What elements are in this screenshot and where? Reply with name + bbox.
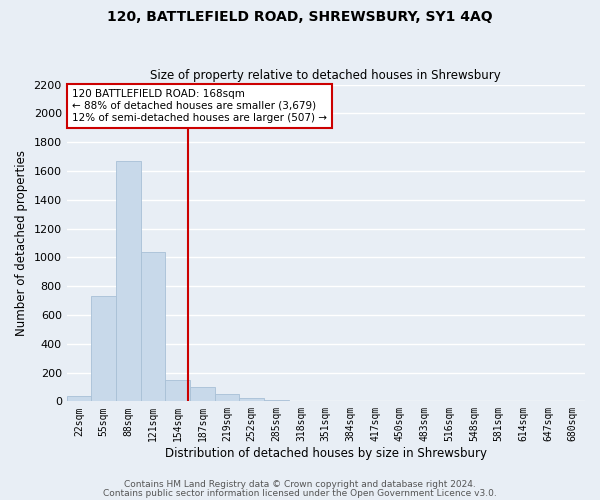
Bar <box>190 387 215 402</box>
Bar <box>289 400 313 402</box>
Bar <box>67 396 91 402</box>
Bar <box>239 398 264 402</box>
Text: Contains public sector information licensed under the Open Government Licence v3: Contains public sector information licen… <box>103 488 497 498</box>
Bar <box>264 400 289 402</box>
Text: 120, BATTLEFIELD ROAD, SHREWSBURY, SY1 4AQ: 120, BATTLEFIELD ROAD, SHREWSBURY, SY1 4… <box>107 10 493 24</box>
Bar <box>215 394 239 402</box>
Title: Size of property relative to detached houses in Shrewsbury: Size of property relative to detached ho… <box>151 69 501 82</box>
Bar <box>91 296 116 402</box>
Bar <box>166 380 190 402</box>
Text: Contains HM Land Registry data © Crown copyright and database right 2024.: Contains HM Land Registry data © Crown c… <box>124 480 476 489</box>
Bar <box>141 252 166 402</box>
X-axis label: Distribution of detached houses by size in Shrewsbury: Distribution of detached houses by size … <box>165 447 487 460</box>
Bar <box>116 161 141 402</box>
Text: 120 BATTLEFIELD ROAD: 168sqm
← 88% of detached houses are smaller (3,679)
12% of: 120 BATTLEFIELD ROAD: 168sqm ← 88% of de… <box>72 90 327 122</box>
Y-axis label: Number of detached properties: Number of detached properties <box>15 150 28 336</box>
